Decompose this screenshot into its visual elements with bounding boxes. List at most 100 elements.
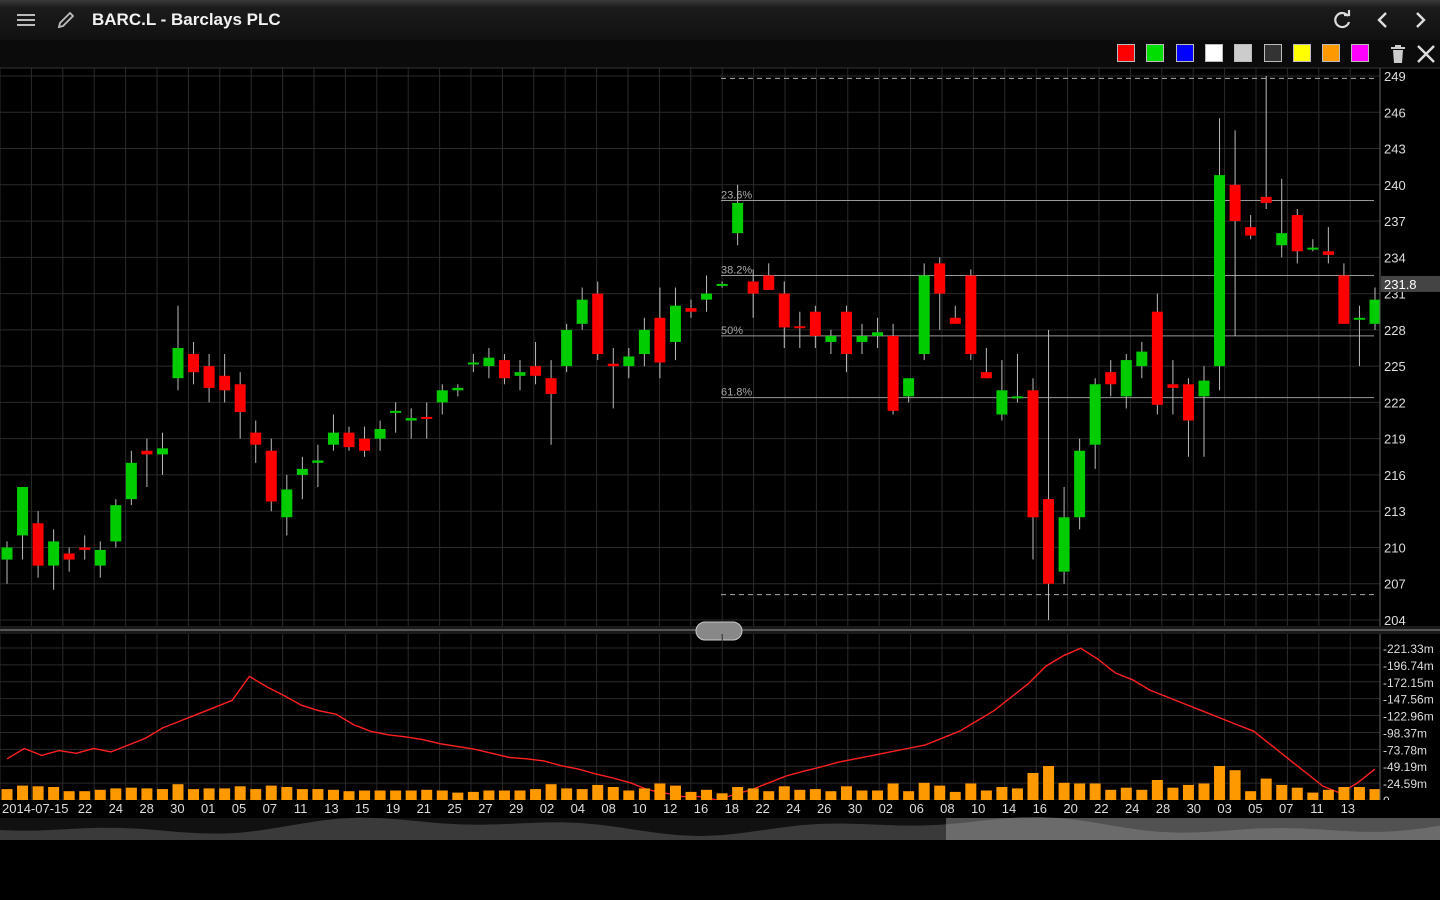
- candle: [1027, 378, 1039, 560]
- volume-bar: [903, 791, 915, 800]
- price-axis: 2492462432402372342312282252222192162132…: [1379, 68, 1440, 628]
- date-tick-label: 05: [1248, 801, 1262, 816]
- candle: [234, 372, 246, 439]
- candle: [903, 378, 915, 403]
- volume-bar: [79, 791, 91, 800]
- grid-indicator: [0, 634, 1380, 801]
- date-tick-label: 30: [848, 801, 862, 816]
- candle: [1353, 305, 1365, 367]
- navigator-area: [0, 817, 1440, 840]
- candle: [467, 354, 479, 373]
- indicator-tick-label: -24.59m: [1383, 777, 1427, 791]
- price-tick-label: 225: [1384, 359, 1406, 374]
- candle: [374, 420, 386, 451]
- fib-level-label: 23.6%: [721, 190, 752, 202]
- volume-bar: [1214, 766, 1226, 800]
- color-swatch[interactable]: [1146, 44, 1165, 62]
- volume-bar: [141, 788, 153, 800]
- volume-bar: [856, 790, 868, 800]
- candle: [1043, 329, 1055, 620]
- candle: [576, 287, 588, 330]
- volume-bar: [934, 785, 946, 800]
- volume-bar: [327, 789, 339, 800]
- volume-bar: [701, 789, 713, 800]
- candle: [1245, 215, 1257, 240]
- color-swatch[interactable]: [1292, 44, 1311, 62]
- chevron-right-icon[interactable]: [1406, 6, 1434, 34]
- price-chart[interactable]: 23.6% 38.2% 50% 61.8% 249 246 243 240 237 234 231…: [0, 0, 1440, 840]
- volume-bar: [48, 787, 60, 800]
- candle: [592, 281, 604, 361]
- volume-bar: [778, 786, 790, 800]
- trash-icon[interactable]: [1384, 40, 1412, 68]
- date-tick-label: 05: [232, 801, 246, 816]
- volume-bar: [63, 791, 75, 800]
- bottom-blank: [0, 840, 1440, 900]
- volume-bar: [763, 791, 775, 800]
- grid-main: [0, 67, 1440, 626]
- color-swatch[interactable]: [1234, 44, 1253, 62]
- date-tick-label: 26: [817, 801, 831, 816]
- color-swatch[interactable]: [1175, 44, 1194, 62]
- volume-bars: [1, 766, 1381, 800]
- candle: [716, 281, 728, 288]
- indicator-tick-label: -73.78m: [1383, 743, 1427, 757]
- volume-bar: [1353, 787, 1365, 800]
- volume-bar: [1369, 789, 1381, 800]
- date-tick-label: 24: [786, 801, 800, 816]
- price-tick-label: 222: [1384, 395, 1406, 410]
- resize-handle: [695, 621, 743, 641]
- volume-bar: [809, 789, 821, 800]
- color-swatch[interactable]: [1263, 44, 1282, 62]
- candle: [1, 541, 13, 584]
- price-tick-label: 228: [1384, 323, 1406, 338]
- volume-bar: [1260, 778, 1272, 800]
- date-tick-label: 2014-07-15: [2, 801, 69, 816]
- volume-bar: [188, 789, 200, 800]
- close-icon[interactable]: [1412, 40, 1440, 68]
- candle: [498, 354, 510, 385]
- volume-bar: [296, 789, 308, 800]
- date-tick-label: 10: [632, 801, 646, 816]
- candle: [701, 275, 713, 312]
- chevron-left-icon[interactable]: [1369, 6, 1397, 34]
- candle: [1058, 487, 1070, 584]
- date-tick-label: 19: [386, 801, 400, 816]
- volume-bar: [125, 787, 137, 800]
- date-tick-label: 21: [417, 801, 431, 816]
- volume-bar: [669, 785, 681, 800]
- date-tick-label: 24: [1125, 801, 1139, 816]
- date-tick-label: 11: [1310, 801, 1324, 816]
- candle: [809, 305, 821, 348]
- fib-level-label: 50%: [721, 325, 743, 337]
- candle: [623, 348, 635, 379]
- pencil-icon[interactable]: [52, 6, 80, 34]
- date-tick-label: 12: [663, 801, 677, 816]
- candle: [1089, 378, 1101, 469]
- color-swatch[interactable]: [1322, 44, 1341, 62]
- volume-bar: [1058, 782, 1070, 800]
- date-tick-label: 07: [263, 801, 277, 816]
- candle: [1338, 263, 1350, 324]
- volume-bar: [1136, 789, 1148, 800]
- color-swatch[interactable]: [1204, 44, 1223, 62]
- refresh-icon[interactable]: [1328, 6, 1356, 34]
- volume-bar: [1027, 773, 1039, 800]
- volume-bar: [1074, 783, 1086, 800]
- candle: [669, 287, 681, 361]
- volume-bar: [607, 787, 619, 800]
- color-swatch[interactable]: [1351, 44, 1370, 62]
- indicator-tick-label: -221.33m: [1383, 642, 1434, 656]
- candle: [1074, 438, 1086, 530]
- candle: [405, 408, 417, 439]
- candle: [996, 360, 1008, 421]
- candle: [1198, 366, 1210, 457]
- color-swatch[interactable]: [1117, 44, 1135, 62]
- volume-bar: [265, 785, 277, 800]
- date-tick-label: 08: [601, 801, 615, 816]
- candle: [156, 432, 168, 475]
- volume-bar: [545, 784, 557, 800]
- candle: [949, 305, 961, 324]
- candle: [1260, 76, 1272, 209]
- menu-icon[interactable]: [12, 6, 40, 34]
